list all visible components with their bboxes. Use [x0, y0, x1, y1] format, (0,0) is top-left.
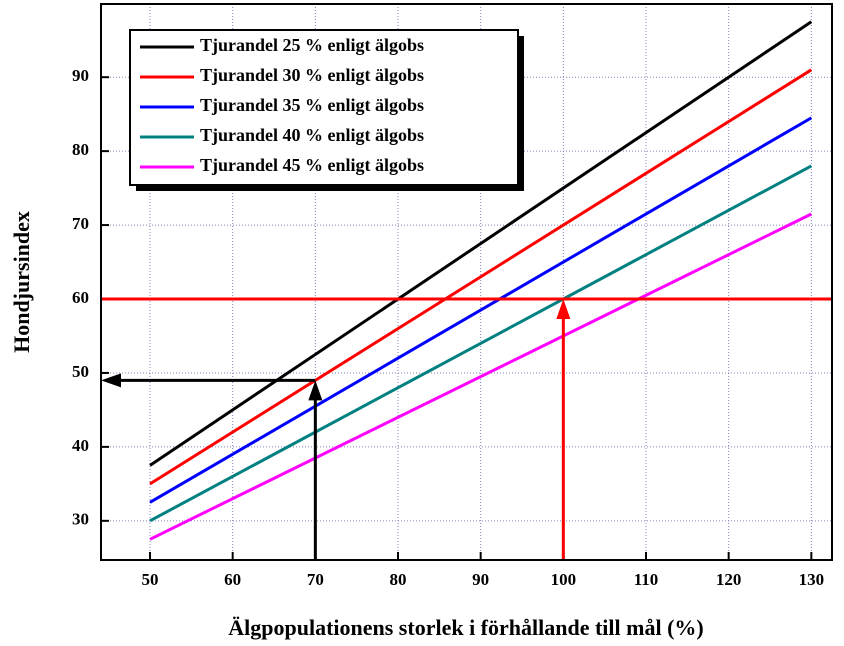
series-line: [149, 116, 813, 504]
series-line: [149, 164, 813, 523]
x-tick-label: 60: [224, 570, 241, 589]
arrow-head: [101, 373, 121, 388]
legend-label: Tjurandel 45 % enligt älgobs: [200, 155, 424, 175]
x-tick-label: 80: [390, 570, 407, 589]
arrow-head: [308, 380, 323, 401]
x-tick-label: 50: [142, 570, 159, 589]
legend-label: Tjurandel 35 % enligt älgobs: [200, 95, 424, 115]
x-tick-label: 120: [716, 570, 742, 589]
legend-label: Tjurandel 30 % enligt älgobs: [200, 65, 424, 85]
y-tick-label: 90: [72, 66, 89, 85]
series-line: [149, 20, 813, 467]
y-axis-title: Hondjursindex: [9, 211, 34, 353]
x-tick-label: 100: [551, 570, 577, 589]
y-tick-label: 40: [72, 436, 89, 455]
series-line: [149, 212, 812, 541]
x-tick-label: 110: [634, 570, 659, 589]
y-tick-label: 60: [72, 288, 89, 307]
y-tick-label: 70: [72, 214, 89, 233]
x-tick-label: 70: [307, 570, 324, 589]
plot-frame: [100, 3, 833, 561]
arrow-head: [556, 299, 571, 320]
x-tick-label: 130: [799, 570, 825, 589]
y-tick-label: 30: [72, 510, 89, 529]
series-line: [149, 68, 813, 486]
legend-label: Tjurandel 40 % enligt älgobs: [200, 125, 424, 145]
x-tick-label: 90: [472, 570, 489, 589]
x-axis-title: Älgpopulationens storlek i förhållande t…: [228, 615, 703, 640]
legend-box: [129, 29, 519, 186]
y-tick-label: 50: [72, 362, 89, 381]
legend-label: Tjurandel 25 % enligt älgobs: [200, 35, 424, 55]
y-tick-label: 80: [72, 140, 89, 159]
